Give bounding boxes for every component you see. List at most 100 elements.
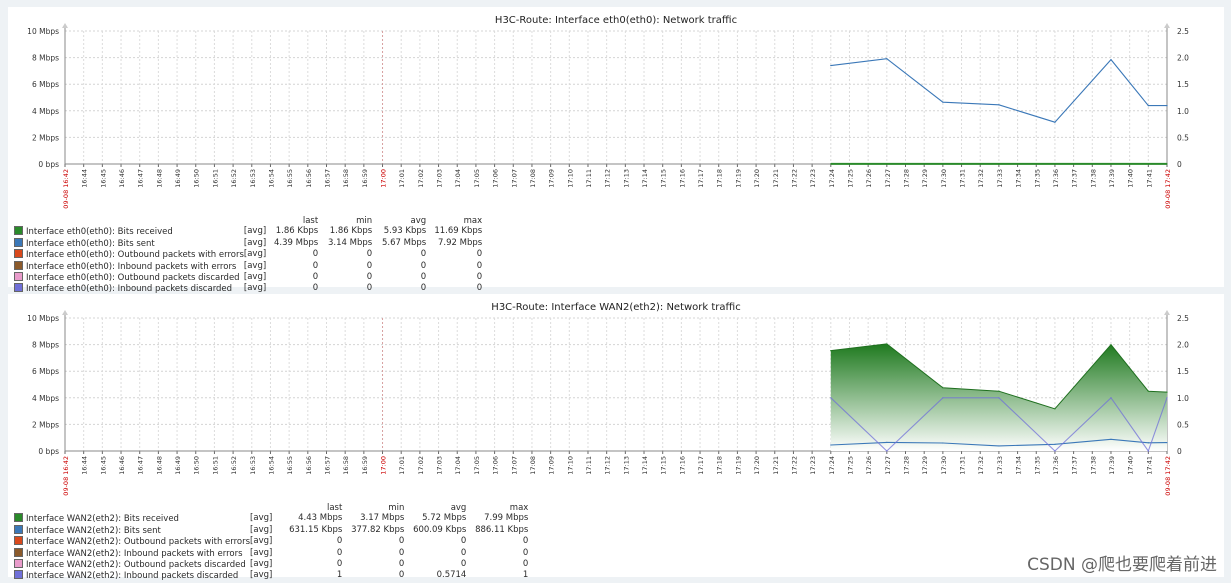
y-tick-label-left: 10 Mbps [27,27,59,36]
legend-min: 3.17 Mbps [360,513,405,524]
x-tick-label: 17:16 [678,456,686,475]
legend-last: 0 [312,272,319,283]
y-tick-label-right: 2.0 [1177,54,1189,63]
legend-wan2: last min avg max Interface WAN2(eth2): B… [14,503,529,582]
legend-row: Interface WAN2(eth2): Outbound packets w… [14,536,528,547]
x-tick-label: 17:03 [436,169,444,188]
x-tick-label: 16:49 [174,169,182,188]
chart-wan2[interactable]: H3C-Route: Interface WAN2(eth2): Network… [8,294,1224,499]
legend-avg: 5.72 Mbps [422,513,467,524]
series-sent-point [830,64,832,67]
y-tick-label-left: 2 Mbps [32,420,59,429]
x-tick-label: 16:54 [267,169,275,188]
legend-swatch [14,272,23,282]
x-tick-label: 17:31 [959,456,967,475]
legend-last: 0 [312,260,319,271]
x-tick-label: 17:29 [921,456,929,475]
x-tick-label: 17:35 [1033,456,1041,475]
y-tick-label-left: 0 bps [38,160,59,169]
watermark: CSDN @爬也要爬着前进 [1027,555,1217,575]
legend-swatch [14,524,23,534]
legend-func: [avg] [250,524,273,535]
x-tick-label: 17:37 [1071,169,1079,188]
legend-header-max: max [463,216,483,226]
series-sent-point [1166,442,1168,444]
legend-swatch [14,237,23,247]
x-tick-label: 17:00 [380,456,388,475]
x-tick-label: 16:48 [155,169,163,188]
legend-func: [avg] [243,226,267,237]
x-tick-label: 16:45 [99,456,107,475]
x-tick-label: 17:21 [772,169,780,188]
legend-series-name: Interface eth0(eth0): Bits sent [26,238,155,249]
legend-row: Interface eth0(eth0): Inbound packets wi… [14,260,482,272]
x-tick-label: 17:12 [604,456,612,475]
x-tick-label: 17:06 [492,456,500,475]
x-tick-label: 16:47 [137,456,145,475]
y-tick-label-left: 4 Mbps [32,107,59,116]
series-in_disc-point [886,450,888,452]
legend-avg: 600.09 Kbps [413,524,467,535]
legend-avg: 0 [460,536,467,547]
legend-last: 0 [312,249,319,260]
axis-arrow [62,23,68,28]
legend-min: 0 [366,249,373,260]
x-tick-label: 17:33 [996,169,1004,188]
legend-series-name: Interface WAN2(eth2): Bits received [26,514,179,525]
x-tick-label: 17:10 [566,456,574,475]
y-tick-label-right: 1.0 [1177,107,1189,116]
x-tick-label: 17:28 [903,456,911,475]
x-tick-label: 16:48 [155,456,163,475]
x-tick-label: 17:26 [865,169,873,188]
series-received-point [1166,163,1168,165]
series-sent-point [1054,121,1056,123]
x-tick-label: 17:34 [1015,456,1023,475]
legend-header-last: last [302,216,319,226]
x-tick-label: 17:40 [1127,456,1135,475]
x-tick-label: 17:02 [417,456,425,475]
x-tick-label: 16:44 [81,169,89,188]
x-tick-label: 17:19 [734,456,742,475]
legend-series-name: Interface WAN2(eth2): Bits sent [26,525,161,536]
legend-series-name: Interface WAN2(eth2): Inbound packets wi… [26,548,243,559]
series-received-point [1054,163,1056,165]
x-tick-label: 17:16 [678,169,686,188]
series-sent-point [886,58,888,60]
x-tick-label: 17:06 [492,169,500,188]
legend-max: 0 [522,559,529,570]
legend-min: 0 [366,260,373,271]
x-tick-label: 17:37 [1071,456,1079,475]
x-tick-label: 17:32 [977,169,985,188]
series-in_disc-point [1054,450,1056,452]
legend-series-name: Interface eth0(eth0): Outbound packets d… [26,273,240,284]
y-tick-label-right: 2.5 [1177,27,1189,36]
legend-last: 4.43 Mbps [298,513,343,524]
x-tick-label: 17:01 [398,169,406,188]
legend-rows: Interface eth0(eth0): Bits received [avg]… [14,226,482,294]
series-sent-point [886,441,888,443]
legend-row: Interface WAN2(eth2): Inbound packets di… [14,570,528,581]
legend-min: 377.82 Kbps [351,524,405,535]
x-tick-label: 17:36 [1052,169,1060,188]
legend-func: [avg] [250,570,273,581]
axis-arrow [1164,310,1170,315]
series-in_disc-point [942,397,944,399]
x-tick-label: 16:58 [342,456,350,475]
axis-arrow [1164,23,1170,28]
series-received-point [1166,391,1168,393]
legend-swatch [14,283,23,293]
x-tick-label: 17:17 [697,456,705,475]
legend-series-name: Interface WAN2(eth2): Outbound packets w… [26,537,251,548]
x-tick-label: 16:56 [305,456,313,475]
y-tick-label-right: 2.5 [1177,314,1189,323]
y-tick-label-left: 2 Mbps [32,133,59,142]
x-tick-label: 16:57 [323,169,331,188]
legend-swatch [14,513,23,523]
chart-eth0[interactable]: H3C-Route: Interface eth0(eth0): Network… [8,7,1224,212]
x-tick-label: 17:24 [828,169,836,188]
legend-max: 1 [522,570,529,581]
x-tick-label: 17:07 [510,456,518,475]
x-tick-label: 16:59 [361,456,369,475]
series-sent-point [998,445,1000,447]
x-tick-label: 16:49 [174,456,182,475]
